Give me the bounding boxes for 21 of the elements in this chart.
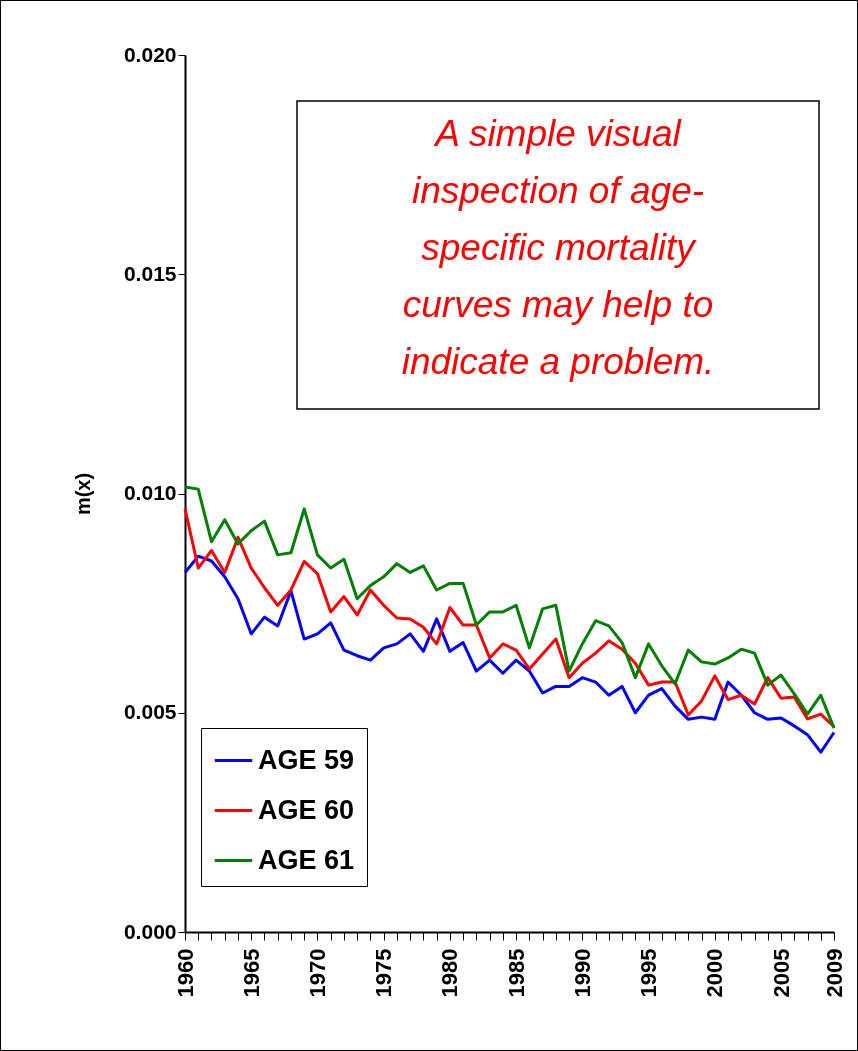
- x-tick-label: 1990: [569, 948, 595, 998]
- legend-label: AGE 60: [258, 794, 355, 825]
- y-tick-label: 0.005: [123, 700, 177, 724]
- x-tick-label: 1960: [172, 948, 198, 998]
- y-tick-label: 0.000: [123, 919, 177, 943]
- x-tick-label: 1985: [503, 948, 529, 998]
- annotation: A simple visual inspection of age-specific mortality curves may help to indicate a problem.: [401, 113, 715, 382]
- y-axis-title: m(x): [71, 472, 94, 516]
- legend-label: AGE 61: [258, 844, 355, 875]
- y-tick-label: 0.015: [123, 261, 177, 285]
- x-tick-label: 2009: [821, 948, 847, 998]
- x-tick-label: 1995: [636, 948, 662, 998]
- x-tick-label: 1965: [238, 948, 264, 998]
- x-tick-label: 2005: [768, 948, 794, 998]
- y-tick-label: 0.010: [123, 481, 177, 504]
- legend-label: AGE 59: [258, 744, 355, 775]
- x-tick-label: 1970: [304, 948, 330, 998]
- x-tick-label: 1975: [371, 948, 397, 998]
- y-tick-label: 0.020: [123, 42, 177, 66]
- x-tick-label: 2000: [702, 948, 728, 998]
- x-tick-label: 1980: [437, 948, 463, 998]
